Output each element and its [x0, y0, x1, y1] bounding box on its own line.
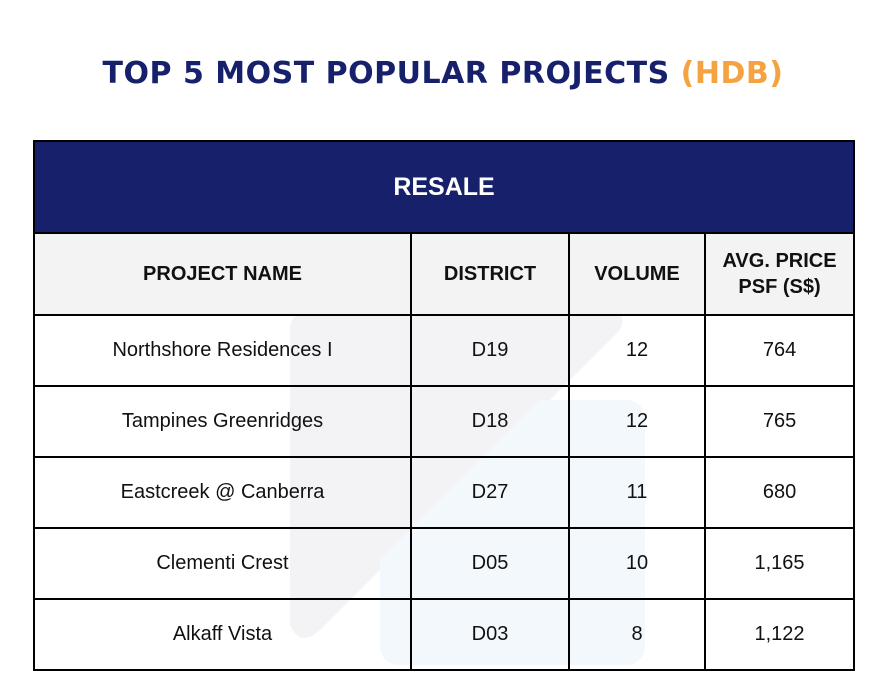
table-row: Tampines Greenridges D18 12 765	[33, 385, 856, 458]
title-main: TOP 5 MOST POPULAR PROJECTS	[102, 56, 670, 91]
table-row: Eastcreek @ Canberra D27 11 680	[33, 456, 856, 529]
project-name: Clementi Crest	[33, 527, 412, 600]
project-name: Tampines Greenridges	[33, 385, 412, 458]
project-name: Alkaff Vista	[33, 598, 412, 671]
avg-price-psf: 764	[703, 314, 856, 387]
title-accent: (HDB)	[680, 56, 784, 91]
table-row: Alkaff Vista D03 8 1,122	[33, 598, 856, 671]
table-row: Northshore Residences I D19 12 764	[33, 314, 856, 387]
column-header-project-name: PROJECT NAME	[33, 232, 412, 316]
table-band-resale: RESALE	[32, 140, 856, 234]
district: D05	[410, 527, 570, 600]
column-header-district: DISTRICT	[410, 232, 570, 316]
district: D18	[410, 385, 570, 458]
avg-price-psf: 1,122	[703, 598, 856, 671]
table-row: Clementi Crest D05 10 1,165	[33, 527, 856, 600]
avg-price-psf: 1,165	[703, 527, 856, 600]
projects-table: RESALE PROJECT NAME DISTRICT VOLUME AVG.…	[32, 140, 856, 671]
column-header-volume: VOLUME	[568, 232, 706, 316]
district: D03	[410, 598, 570, 671]
column-header-avg-price-psf: AVG. PRICE PSF (S$)	[703, 232, 856, 316]
volume: 11	[568, 456, 706, 529]
volume: 10	[568, 527, 706, 600]
page-title: TOP 5 MOST POPULAR PROJECTS (HDB)	[0, 56, 886, 91]
district: D27	[410, 456, 570, 529]
project-name: Eastcreek @ Canberra	[33, 456, 412, 529]
district: D19	[410, 314, 570, 387]
volume: 12	[568, 385, 706, 458]
volume: 12	[568, 314, 706, 387]
avg-price-psf: 765	[703, 385, 856, 458]
volume: 8	[568, 598, 706, 671]
avg-price-psf: 680	[703, 456, 856, 529]
project-name: Northshore Residences I	[33, 314, 412, 387]
